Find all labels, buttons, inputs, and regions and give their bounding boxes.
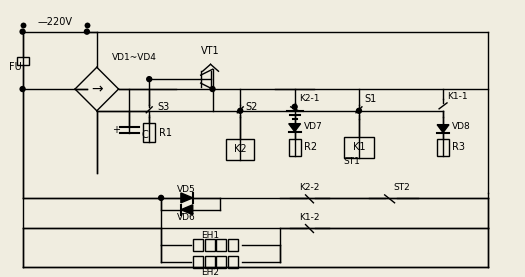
Text: K1: K1 [353, 142, 365, 152]
Text: VD7: VD7 [303, 122, 322, 131]
Polygon shape [437, 125, 449, 133]
Text: VD8: VD8 [452, 122, 471, 131]
Text: ST1: ST1 [343, 157, 360, 166]
Bar [289, 138, 301, 156]
Circle shape [20, 87, 25, 91]
Text: VT1: VT1 [201, 47, 220, 57]
Bar [228, 239, 238, 251]
Circle shape [147, 77, 152, 82]
Text: R1: R1 [159, 128, 172, 138]
Circle shape [20, 29, 25, 34]
Text: ST2: ST2 [394, 183, 411, 193]
Text: K2-2: K2-2 [299, 183, 320, 193]
Circle shape [356, 108, 361, 113]
Circle shape [210, 87, 215, 91]
Bar [193, 239, 203, 251]
Text: K2-1: K2-1 [300, 94, 320, 103]
Bar [193, 256, 203, 268]
Text: EH1: EH1 [202, 231, 219, 240]
Text: VD6: VD6 [176, 213, 195, 222]
Bar [216, 256, 226, 268]
Text: K1-1: K1-1 [447, 93, 468, 101]
Circle shape [159, 195, 164, 200]
Circle shape [85, 29, 89, 34]
Circle shape [238, 108, 243, 113]
Polygon shape [181, 193, 193, 203]
Text: R2: R2 [303, 142, 317, 152]
Text: +: + [111, 125, 120, 135]
Text: FU: FU [9, 62, 22, 72]
Text: EH2: EH2 [202, 268, 219, 276]
Bar [205, 256, 215, 268]
Circle shape [292, 104, 297, 109]
Text: S1: S1 [364, 94, 376, 104]
Text: C: C [141, 130, 148, 140]
Bar [205, 239, 215, 251]
Text: VD1~VD4: VD1~VD4 [112, 53, 156, 62]
Bar [344, 137, 374, 158]
Text: S2: S2 [245, 102, 258, 112]
Bar [437, 138, 449, 156]
Bar [17, 57, 28, 65]
Text: →: → [91, 82, 102, 96]
Text: —220V: —220V [37, 17, 72, 27]
Bar [228, 256, 238, 268]
Text: K2: K2 [234, 144, 247, 154]
Bar [143, 123, 155, 142]
Text: S3: S3 [157, 102, 170, 112]
Text: K1-2: K1-2 [299, 213, 320, 222]
Polygon shape [289, 124, 301, 132]
Bar [216, 239, 226, 251]
Bar [226, 138, 254, 160]
Text: VD5: VD5 [176, 185, 195, 194]
Text: R3: R3 [452, 142, 465, 152]
Polygon shape [181, 205, 193, 215]
